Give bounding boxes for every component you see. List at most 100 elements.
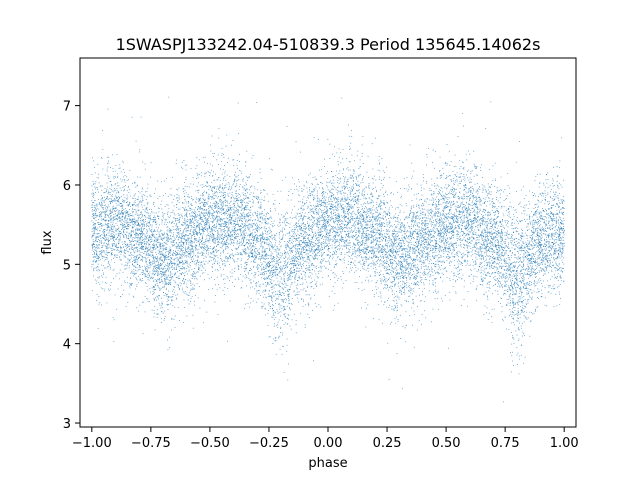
data-point (147, 213, 149, 214)
data-point (553, 199, 555, 200)
data-point (314, 206, 316, 208)
data-point (253, 186, 255, 188)
data-point (355, 197, 356, 198)
data-point (94, 244, 96, 245)
data-point (560, 277, 562, 278)
data-point (198, 213, 200, 215)
data-point (337, 220, 339, 222)
data-point (449, 256, 451, 258)
data-point (377, 210, 379, 212)
data-point (406, 277, 407, 278)
data-point (326, 255, 328, 256)
data-point (182, 261, 183, 263)
data-point (485, 128, 487, 130)
data-point (108, 231, 110, 233)
data-point (517, 272, 519, 274)
data-point (361, 235, 363, 237)
data-point (425, 277, 426, 279)
data-point (99, 229, 101, 231)
data-point (548, 227, 550, 229)
data-point (130, 248, 132, 250)
data-point (172, 211, 174, 213)
data-point (173, 240, 175, 242)
data-point (116, 215, 117, 216)
data-point (552, 213, 554, 215)
data-point (183, 220, 185, 222)
data-point (254, 237, 255, 239)
data-point (407, 264, 409, 266)
data-point (371, 241, 373, 243)
data-point (548, 272, 549, 274)
data-point (205, 224, 207, 226)
data-point (362, 268, 364, 270)
data-point (473, 204, 474, 206)
data-point (235, 227, 236, 229)
data-point (155, 261, 157, 263)
data-point (466, 221, 467, 222)
data-point (139, 254, 141, 256)
data-point (503, 286, 505, 287)
data-point (378, 246, 380, 248)
data-point (157, 215, 158, 217)
data-point (273, 315, 275, 316)
data-point (135, 220, 137, 222)
data-point (448, 244, 450, 245)
data-point (514, 257, 516, 258)
data-point (142, 302, 144, 303)
data-point (195, 225, 197, 227)
data-point (236, 261, 238, 263)
data-point (530, 244, 532, 246)
data-point (340, 253, 342, 255)
data-point (404, 258, 405, 260)
data-point (483, 252, 485, 254)
data-point (223, 201, 225, 202)
data-point (537, 236, 539, 238)
data-point (300, 218, 302, 219)
data-point (238, 266, 239, 268)
data-point (344, 214, 345, 216)
data-point (525, 317, 526, 319)
data-point (236, 214, 238, 215)
data-point (345, 213, 347, 215)
data-point (511, 222, 513, 224)
data-point (211, 207, 213, 209)
data-point (359, 186, 361, 188)
data-point (162, 260, 163, 262)
data-point (107, 239, 109, 241)
data-point (104, 231, 106, 233)
data-point (456, 253, 458, 255)
data-point (137, 196, 139, 198)
data-point (450, 226, 452, 228)
data-point (173, 222, 175, 224)
data-point (336, 263, 338, 265)
data-point (206, 247, 208, 249)
data-point (374, 235, 376, 236)
data-point (313, 217, 315, 219)
data-point (459, 209, 461, 211)
data-point (508, 264, 510, 266)
data-point (383, 178, 385, 180)
data-point (453, 246, 455, 248)
data-point (169, 232, 171, 234)
data-point (249, 194, 251, 196)
data-point (418, 248, 420, 249)
data-point (147, 225, 149, 227)
data-point (264, 271, 265, 273)
data-point (145, 282, 146, 284)
data-point (461, 180, 462, 182)
data-point (495, 236, 497, 237)
data-point (442, 196, 444, 197)
data-point (538, 258, 540, 260)
data-point (341, 239, 342, 241)
data-point (293, 290, 295, 292)
data-point (511, 284, 513, 286)
data-point (492, 238, 494, 240)
data-point (244, 245, 245, 247)
data-point (332, 204, 334, 206)
data-point (215, 226, 217, 228)
data-point (151, 219, 153, 220)
data-point (412, 249, 414, 251)
data-point (159, 258, 161, 259)
data-point (193, 254, 195, 256)
data-point (395, 258, 397, 259)
